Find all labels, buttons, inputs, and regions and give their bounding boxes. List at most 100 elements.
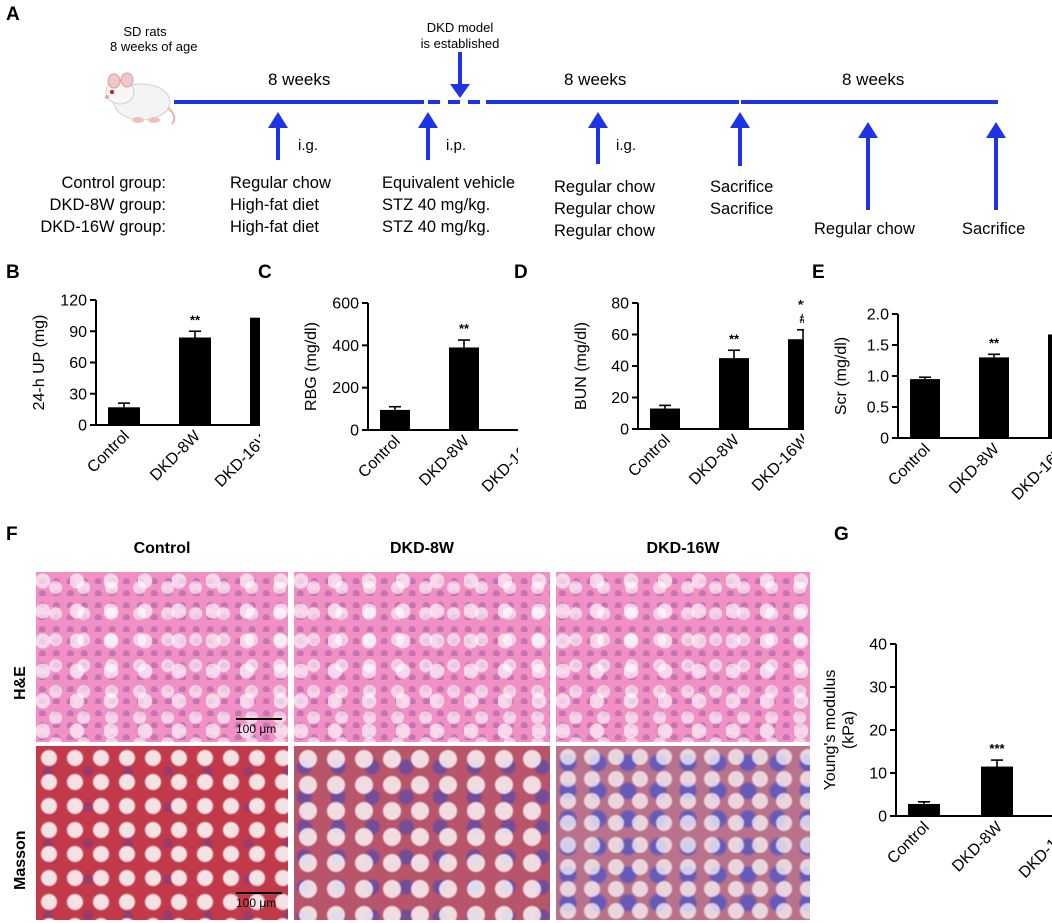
treatment-col-6: Sacrifice [962,220,1026,238]
category-label: Control [84,428,132,476]
y-tick-label: 40 [869,637,887,654]
category-label: DKD-16W [749,431,804,495]
bar [650,408,680,429]
y-tick-label: 0 [878,809,887,826]
treatment-text: High-fat diet [230,218,319,236]
micrograph-masson-dkd-16w [556,746,810,920]
category-label: DKD-16W [212,427,260,491]
panel-letter-d: D [514,262,528,283]
bar [788,339,804,429]
column-title-control: Control [133,540,191,557]
rat-label-line-1: SD rats [123,24,167,39]
up-arrow-head [858,122,878,138]
route-ip: i.p. [446,137,467,154]
up-arrow-head [418,112,438,128]
treatment-col-3: Regular chow Regular chow Regular chow [554,176,655,242]
y-tick-label: 40 [611,359,629,376]
y-tick-label: 2.0 [867,307,889,324]
y-tick-label: 60 [69,355,87,372]
panel-letter-f: F [6,524,18,545]
model-label-line-2: is established [420,36,500,51]
panel-letter-c: C [258,262,272,283]
treatment-col-5: Regular chow [814,220,915,238]
y-tick-label: 60 [611,327,629,344]
category-label: DKD-8W [147,427,204,484]
y-tick-label: 200 [332,380,359,397]
panel-letter-g: G [834,524,849,545]
rat-label-line-2: 8 weeks of age [110,39,198,54]
y-axis-label: Scr (mg/dl) [833,337,850,415]
y-tick-label: 0 [620,422,629,439]
treatment-text: Equivalent vehicle [382,174,515,192]
panel-letter-e: E [812,262,825,283]
y-tick-label: 20 [869,723,887,740]
y-axis-label: BUN (mg/dl) [573,322,590,410]
significance-label: ** [989,335,1000,350]
treatment-col-1: Regular chow High-fat diet High-fat diet [230,172,331,238]
category-label: Control [355,433,403,481]
y-tick-label: 400 [332,338,359,355]
category-label: Control [885,441,933,489]
bar [380,409,410,430]
model-label: DKD model is established [404,20,516,52]
scale-label-he: 100 μm [236,722,277,736]
y-axis-label-line: Young's modulus [822,670,839,791]
route-ig-1: i.g. [298,137,319,154]
bar [981,766,1013,816]
y-tick-label: 1.5 [867,338,889,355]
chart-g: 0 10 20 30 40 Young's modulus(kPa) Control *** D… [822,637,1052,882]
category-label: Control [884,819,932,867]
treatment-text: STZ 40 mg/kg. [382,218,491,236]
bar [719,358,749,429]
panel-letter-b: B [6,262,20,283]
bar [250,317,260,425]
category-label: Control [625,432,673,480]
micrograph-masson-dkd-8w [294,746,550,920]
rat-icon [105,72,176,125]
y-tick-label: 600 [332,296,359,313]
column-title-dkd-8w: DKD-8W [390,540,454,557]
y-axis-label: 24-h UP (mg) [31,315,48,411]
y-tick-label: 0 [78,418,87,435]
micrograph-he-dkd-8w [294,572,550,742]
period-label-3: 8 weeks [842,70,905,89]
y-axis-label-line: (kPa) [841,711,858,749]
panel-letter-a: A [6,4,20,25]
scale-label-masson: 100 μm [236,896,277,910]
column-title-dkd-16w: DKD-16W [646,540,720,557]
y-tick-label: 0 [880,431,889,448]
up-arrow-head [268,112,288,128]
treatment-text: Regular chow [554,222,655,240]
y-tick-label: 10 [869,766,887,783]
treatment-text: Sacrifice [710,178,774,196]
group-labels: Control group: DKD-8W group: DKD-16W gro… [20,172,166,238]
treatment-text: Regular chow [230,174,331,192]
bar [179,337,211,425]
scale-bar-he [236,718,282,720]
significance-label: # [799,311,804,326]
treatment-text: Regular chow [554,178,655,196]
significance-label: *** [989,741,1005,756]
category-label: DKD-16W [1009,440,1052,504]
micrograph-he-control [36,572,288,742]
significance-label: ** [459,321,470,336]
route-ig-2: i.g. [616,137,637,154]
y-tick-label: 1.0 [867,369,889,386]
significance-label: ** [798,297,804,312]
row-label-he: H&E [12,666,29,700]
bar [908,803,940,816]
group-label: DKD-8W group: [49,196,166,214]
timeline [174,52,1006,210]
y-tick-label: 0 [350,423,359,440]
y-tick-label: 90 [69,324,87,341]
significance-label: ** [729,331,740,346]
treatment-col-4: Sacrifice Sacrifice [710,176,773,220]
period-label-2: 8 weeks [564,70,627,89]
treatment-text: High-fat diet [230,196,319,214]
y-axis-label: RBG (mg/dl) [303,322,320,411]
y-tick-label: 0.5 [867,400,889,417]
